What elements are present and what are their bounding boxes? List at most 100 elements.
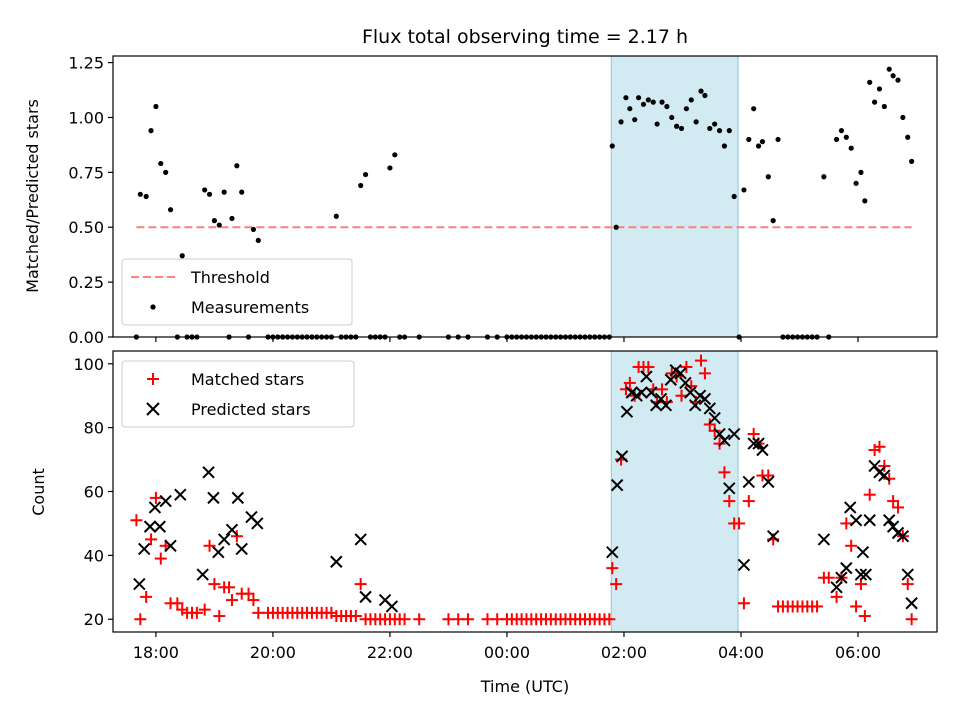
measurement-point xyxy=(755,143,762,149)
predicted-star-stroke xyxy=(752,437,765,450)
predicted-star-stroke xyxy=(747,437,760,450)
predicted-star-stroke xyxy=(844,501,857,514)
x-tick-label: 06:00 xyxy=(835,643,881,662)
predicted-star-stroke xyxy=(835,571,848,584)
legend-predicted-swatch xyxy=(146,402,160,416)
matched-star-point xyxy=(610,578,623,591)
predicted-star-point xyxy=(762,475,775,489)
measurement-point xyxy=(683,106,689,112)
predicted-star-stroke xyxy=(713,427,726,441)
measurement-point xyxy=(693,119,699,125)
predicted-star-stroke xyxy=(625,386,638,399)
predicted-star-stroke xyxy=(143,520,157,533)
measurement-point xyxy=(650,99,656,105)
matched-star-point xyxy=(718,466,731,479)
predicted-star-point xyxy=(859,568,873,581)
predicted-star-stroke xyxy=(664,373,677,386)
predicted-star-point xyxy=(737,558,751,572)
x-axis-label: Time (UTC) xyxy=(480,677,569,696)
matched-star-point xyxy=(742,495,755,508)
predicted-star-point xyxy=(133,577,146,591)
predicted-star-point xyxy=(207,491,220,505)
predicted-star-point xyxy=(174,488,187,501)
measurement-point xyxy=(255,237,261,244)
predicted-star-point xyxy=(708,411,721,425)
measurement-point xyxy=(821,174,827,180)
matched-star-point xyxy=(737,597,750,610)
predicted-star-stroke xyxy=(196,568,209,581)
predicted-star-stroke xyxy=(723,482,736,495)
measurement-point xyxy=(358,182,364,189)
predicted-star-stroke xyxy=(817,533,831,546)
measurement-point xyxy=(229,215,235,222)
measurement-point xyxy=(392,152,398,158)
predicted-star-point xyxy=(225,523,239,537)
predicted-star-point xyxy=(896,529,910,543)
predicted-star-stroke xyxy=(251,517,264,530)
measurement-point xyxy=(867,79,873,85)
predicted-star-point xyxy=(251,517,264,530)
x-tick-label: 02:00 xyxy=(601,643,647,662)
measurement-point xyxy=(664,103,670,110)
predicted-star-point xyxy=(684,386,697,399)
predicted-star-point xyxy=(856,545,870,559)
predicted-star-point xyxy=(610,478,624,492)
measurement-point xyxy=(751,106,757,112)
measurement-point xyxy=(158,160,164,167)
predicted-star-point xyxy=(752,437,765,450)
predicted-star-stroke xyxy=(762,475,775,489)
legend-threshold-label: Threshold xyxy=(190,268,270,287)
predicted-star-point xyxy=(645,386,658,399)
predicted-star-point xyxy=(905,597,918,610)
measurement-point xyxy=(858,169,864,175)
matched-star-point xyxy=(733,517,746,530)
matched-star-point xyxy=(830,590,843,603)
predicted-star-stroke xyxy=(606,545,619,559)
matched-star-point xyxy=(606,562,619,575)
predicted-star-stroke xyxy=(703,402,716,415)
y-tick-label: 40 xyxy=(84,546,104,565)
bottom-panel: 20 40 60 80 100 18:00 20:00 22:00 00:00 02:00 04:… xyxy=(29,350,938,696)
measurement-point xyxy=(871,99,878,105)
predicted-star-point xyxy=(703,402,716,415)
x-tick-label: 00:00 xyxy=(484,643,530,662)
matched-star-point xyxy=(698,367,711,380)
matched-star-point xyxy=(213,610,226,623)
measurement-point xyxy=(848,145,854,151)
predicted-star-stroke xyxy=(727,427,741,441)
measurement-point xyxy=(250,226,257,233)
top-highlight-layer xyxy=(610,55,739,338)
measurement-point xyxy=(387,165,393,171)
matched-star-point xyxy=(140,590,153,603)
predicted-star-stroke xyxy=(766,529,780,543)
predicted-star-stroke xyxy=(137,542,151,556)
predicted-star-point xyxy=(840,561,853,575)
predicted-star-stroke xyxy=(645,386,658,399)
y-tick-label: 80 xyxy=(84,419,104,438)
highlight-span xyxy=(610,55,739,338)
x-tick-label: 22:00 xyxy=(367,643,413,662)
matched-star-point xyxy=(878,459,891,472)
y-tick-label: 60 xyxy=(84,483,104,502)
measurement-point xyxy=(623,95,629,101)
matched-star-point xyxy=(703,418,716,431)
predicted-star-point xyxy=(202,466,215,479)
predicted-star-stroke xyxy=(854,568,868,581)
predicted-star-stroke xyxy=(153,520,167,533)
predicted-star-point xyxy=(654,392,668,406)
predicted-star-stroke xyxy=(615,450,629,463)
y-tick-label: 0.75 xyxy=(68,163,104,182)
measurement-point xyxy=(645,97,651,103)
predicted-star-point xyxy=(817,533,831,546)
predicted-star-stroke xyxy=(859,568,873,581)
predicted-star-point xyxy=(878,469,891,482)
predicted-star-point xyxy=(212,545,225,559)
bottom-x-ticks: 18:00 20:00 22:00 00:00 02:00 04:00 06:00 xyxy=(133,632,881,662)
predicted-star-point xyxy=(886,520,900,533)
top-y-axis-label: Matched/Predicted stars xyxy=(23,99,42,293)
matched-star-point xyxy=(713,437,726,450)
predicted-star-stroke xyxy=(359,590,372,604)
predicted-star-stroke xyxy=(148,501,162,514)
measurement-point xyxy=(716,128,723,134)
